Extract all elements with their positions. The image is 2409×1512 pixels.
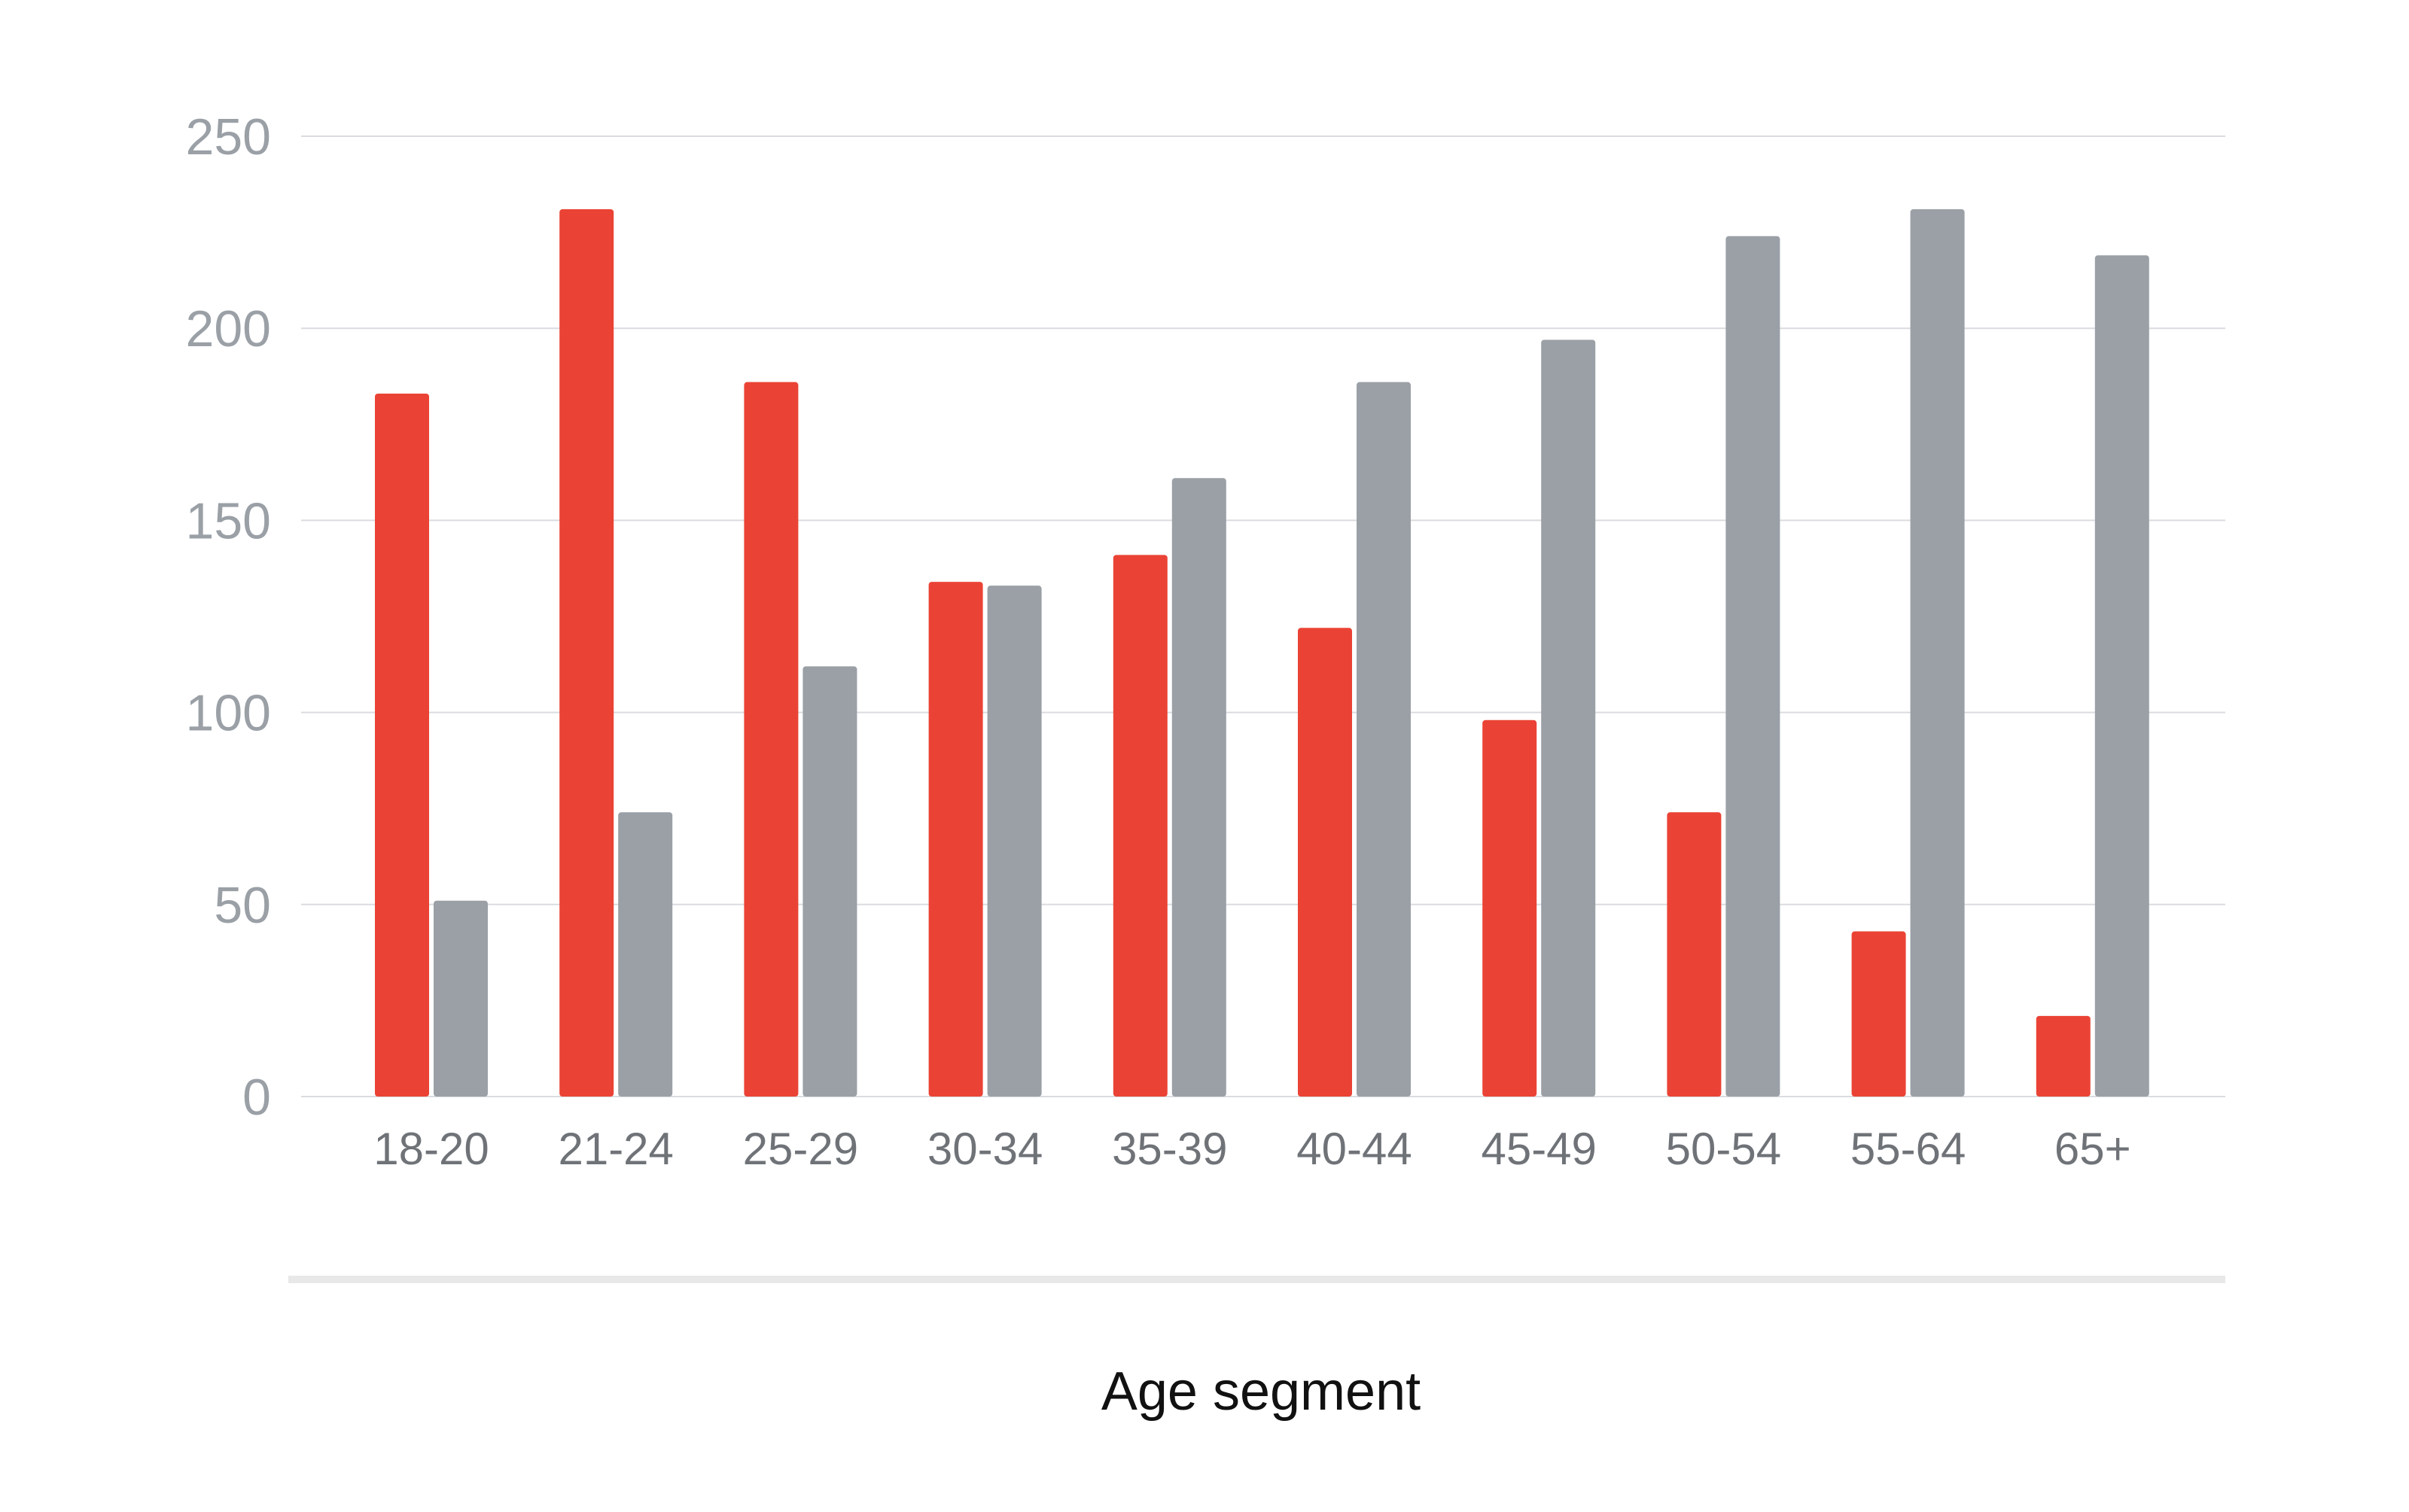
x-tick-label: 35-39 <box>1112 1124 1227 1174</box>
bar-series-2-55-64 <box>1910 208 1965 1097</box>
bar-series-1-55-64 <box>1851 931 1906 1097</box>
bar-series-1-30-34 <box>928 582 983 1097</box>
bar-series-1-40-44 <box>1298 628 1352 1097</box>
x-tick-label: 18-20 <box>373 1124 489 1174</box>
bar-series-2-45-49 <box>1541 339 1596 1097</box>
bar-series-2-65+ <box>2094 255 2149 1097</box>
bar-series-1-50-54 <box>1667 812 1722 1097</box>
bar-series-2-21-24 <box>618 812 673 1097</box>
bars <box>375 208 2149 1097</box>
bar-series-1-35-39 <box>1113 555 1168 1097</box>
bar-series-2-18-20 <box>434 900 488 1097</box>
x-tick-label: 50-54 <box>1666 1124 1781 1174</box>
x-tick-label: 25-29 <box>743 1124 858 1174</box>
bar-series-2-30-34 <box>987 586 1042 1097</box>
x-tick-label: 30-34 <box>927 1124 1043 1174</box>
x-tick-label: 40-44 <box>1296 1124 1412 1174</box>
y-tick-label: 150 <box>186 492 271 549</box>
bar-series-2-25-29 <box>802 666 857 1097</box>
x-axis-ticks: 18-20 21-24 25-29 30-34 35-39 40-44 45-49 50-54… <box>373 1124 2130 1174</box>
y-tick-label: 0 <box>242 1069 271 1126</box>
x-axis-title: Age segment <box>1101 1361 1421 1422</box>
bar-series-1-65+ <box>2036 1015 2091 1097</box>
y-axis-ticks: 0 50 100 150 200 250 <box>186 108 271 1126</box>
x-tick-label: 55-64 <box>1850 1124 1966 1174</box>
bar-series-1-18-20 <box>375 393 429 1097</box>
bar-series-1-45-49 <box>1482 719 1537 1097</box>
y-tick-label: 200 <box>186 300 271 357</box>
bar-series-1-21-24 <box>559 208 614 1097</box>
y-tick-label: 50 <box>214 877 271 934</box>
x-tick-label: 45-49 <box>1481 1124 1596 1174</box>
y-tick-label: 100 <box>186 685 271 742</box>
bar-series-2-35-39 <box>1171 478 1226 1097</box>
bar-series-2-50-54 <box>1725 236 1780 1097</box>
bar-series-2-40-44 <box>1357 382 1411 1097</box>
x-tick-label: 21-24 <box>558 1124 673 1174</box>
bar-series-1-25-29 <box>744 382 799 1097</box>
y-tick-label: 250 <box>186 108 271 166</box>
x-tick-label: 65+ <box>2054 1124 2131 1174</box>
